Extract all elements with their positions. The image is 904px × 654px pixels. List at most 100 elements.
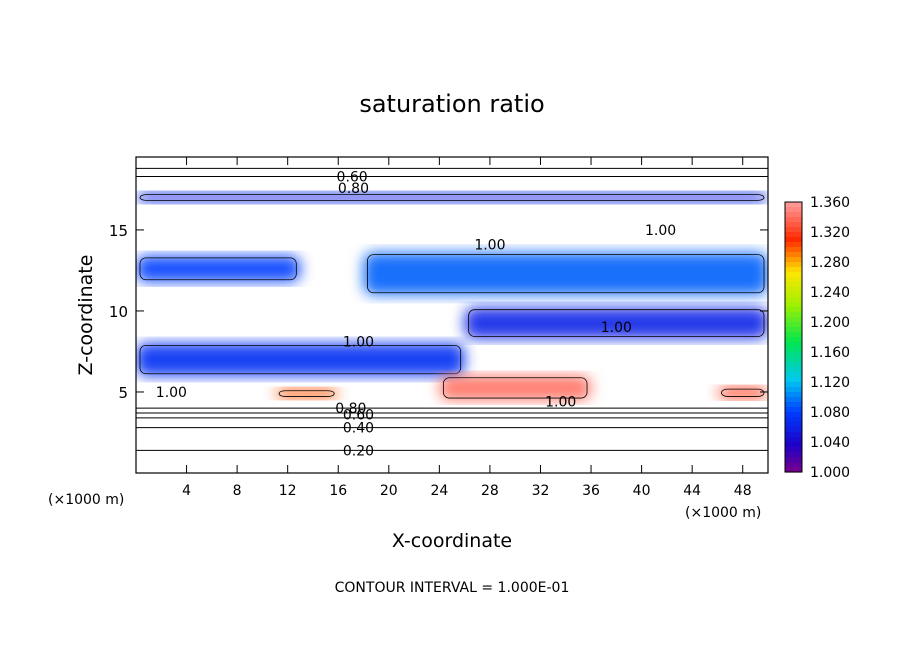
saturation-fill	[136, 192, 768, 401]
colorbar-swatch	[785, 227, 802, 233]
contour-label: 1.00	[474, 238, 505, 254]
colorbar-swatch	[785, 382, 802, 388]
saturation-region	[717, 387, 768, 399]
contour-label: 1.00	[601, 320, 632, 336]
colorbar-swatch	[785, 427, 802, 433]
y-axis-label: Z-coordinate	[75, 255, 97, 376]
x-tick-label: 48	[734, 483, 752, 499]
x-tick-label: 40	[633, 483, 651, 499]
contour-label: 0.20	[343, 443, 374, 459]
saturation-region-outline	[367, 254, 765, 294]
saturation-region-outline	[468, 309, 765, 337]
contour-label: 0.80	[338, 181, 369, 197]
colorbar-swatch	[785, 342, 802, 348]
colorbar-swatch	[785, 412, 802, 418]
colorbar-swatch	[785, 397, 802, 403]
colorbar-swatch	[785, 297, 802, 303]
x-axis-label: X-coordinate	[392, 530, 512, 552]
contour-interval-note: CONTOUR INTERVAL = 1.000E-01	[335, 580, 570, 596]
y-tick-label: 10	[109, 303, 128, 321]
colorbar-swatch	[785, 442, 802, 448]
x-tick-label: 32	[532, 483, 550, 499]
contour-label: 0.60	[343, 408, 374, 424]
chart-title: saturation ratio	[359, 90, 544, 118]
colorbar-swatch	[785, 357, 802, 363]
colorbar-swatch	[785, 282, 802, 288]
colorbar-swatch	[785, 252, 802, 258]
saturation-region	[136, 343, 465, 376]
contour-lines	[136, 167, 768, 451]
saturation-region-outline	[139, 257, 297, 281]
colorbar-swatch	[785, 407, 802, 413]
saturation-region	[136, 192, 768, 203]
x-tick-label: 36	[582, 483, 600, 499]
y-axis-ticks: 5 10 15	[109, 222, 768, 402]
colorbar-swatch	[785, 462, 802, 468]
contour-label: 1.00	[343, 335, 374, 351]
x-tick-label: 4	[182, 483, 191, 499]
colorbar-swatch	[785, 432, 802, 438]
colorbar-swatch	[785, 237, 802, 243]
colorbar-swatch	[785, 302, 802, 308]
colorbar-swatch	[785, 437, 802, 443]
saturation-region-outline	[442, 377, 588, 399]
colorbar-swatch	[785, 257, 802, 263]
x-unit-label-left: (×1000 m)	[48, 492, 124, 508]
x-tick-label: 12	[279, 483, 297, 499]
x-tick-label: 44	[683, 483, 701, 499]
colorbar-tick-label: 1.040	[810, 435, 850, 451]
plot-frame	[135, 156, 769, 474]
colorbar-swatch	[785, 202, 802, 208]
colorbar-swatch	[785, 267, 802, 273]
contour-label: 1.00	[545, 395, 576, 411]
contour-label: 1.00	[645, 223, 676, 239]
colorbar-swatch	[785, 207, 802, 213]
contour-label: 0.40	[343, 421, 374, 437]
saturation-region	[275, 388, 339, 399]
colorbar-tick-label: 1.120	[810, 375, 850, 391]
saturation-region-outline	[278, 390, 335, 397]
colorbar-swatch	[785, 327, 802, 333]
colorbar-tick-label: 1.080	[810, 405, 850, 421]
y-tick-label: 15	[109, 222, 128, 240]
colorbar-tick-label: 1.320	[810, 225, 850, 241]
contour-label: 0.60	[337, 169, 368, 185]
colorbar-tick-label: 1.160	[810, 345, 850, 361]
x-tick-label: 8	[233, 483, 242, 499]
colorbar: 1.360 1.320 1.280 1.240 1.200 1.160 1.120 1.080…	[784, 195, 850, 481]
colorbar-tick-label: 1.280	[810, 255, 850, 271]
colorbar-swatch	[785, 452, 802, 458]
colorbar-swatch	[785, 217, 802, 223]
y-tick-label: 5	[118, 384, 128, 402]
colorbar-swatch	[785, 337, 802, 343]
colorbar-swatch	[785, 457, 802, 463]
plot-content	[136, 167, 768, 451]
colorbar-swatch	[785, 277, 802, 283]
saturation-region	[439, 375, 592, 401]
saturation-region-outline	[721, 388, 765, 397]
colorbar-swatch	[785, 212, 802, 218]
colorbar-swatch	[785, 232, 802, 238]
saturation-region	[363, 252, 768, 295]
colorbar-swatch	[785, 422, 802, 428]
colorbar-swatch	[785, 287, 802, 293]
colorbar-swatch	[785, 242, 802, 248]
x-unit-label-right: (×1000 m)	[685, 505, 761, 521]
x-tick-label: 24	[430, 483, 448, 499]
x-tick-label: 20	[380, 483, 398, 499]
colorbar-frame	[784, 201, 803, 473]
colorbar-tick-label: 1.360	[810, 195, 850, 211]
x-axis-ticks: 4 8 12 16 20 24 28 32 36 40 44 48	[182, 157, 752, 499]
x-tick-label: 28	[481, 483, 499, 499]
colorbar-swatch	[785, 402, 802, 408]
colorbar-swatch	[785, 247, 802, 253]
colorbar-swatch	[785, 322, 802, 328]
colorbar-swatch	[785, 362, 802, 368]
colorbar-tick-label: 1.000	[810, 465, 850, 481]
colorbar-swatch	[785, 262, 802, 268]
colorbar-swatch	[785, 307, 802, 313]
colorbar-swatch	[785, 377, 802, 383]
colorbar-swatch	[785, 367, 802, 373]
colorbar-swatch	[785, 392, 802, 398]
